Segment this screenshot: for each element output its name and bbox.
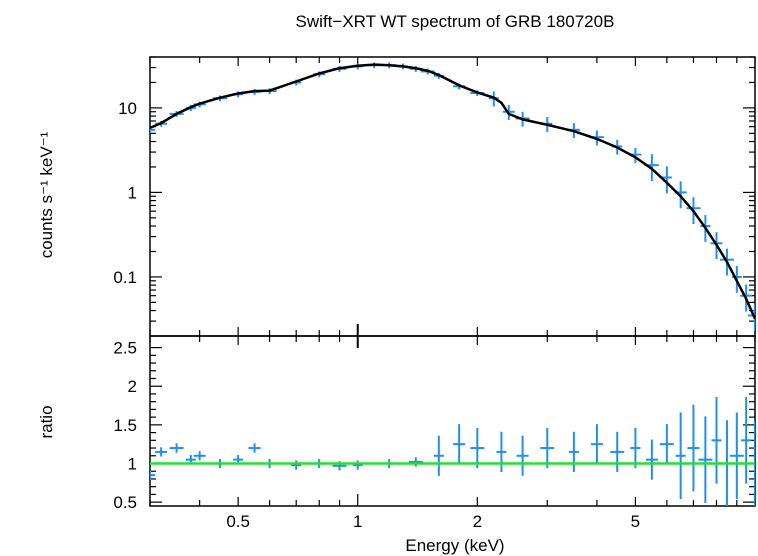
spectrum-data-point <box>661 166 672 194</box>
spectrum-y-tick-label: 1 <box>128 183 137 202</box>
ratio-data-point <box>729 412 744 500</box>
ratio-data-point <box>433 435 444 476</box>
ratio-data-point <box>453 424 466 465</box>
ratio-data-point <box>540 427 555 469</box>
ratio-data-point <box>193 451 206 461</box>
x-tick-label: 2 <box>473 512 482 531</box>
ratio-data-point <box>150 470 155 480</box>
spectrum-frame <box>149 56 756 337</box>
ratio-data-point <box>610 431 625 472</box>
ratio-data-point <box>645 439 658 480</box>
y-axis-label-spectrum: counts s⁻¹ keV⁻¹ <box>37 131 56 258</box>
ratio-panel: 0.5 1 2 5 0.5 1 1.5 2 2.5 <box>113 335 756 531</box>
x-tick-label: 1 <box>353 512 362 531</box>
ratio-data-series <box>150 397 755 506</box>
ratio-y-tick-label: 1 <box>128 455 137 474</box>
spectrum-y-tick-label: 10 <box>118 99 137 118</box>
ratio-y-tick-label: 2 <box>128 377 137 396</box>
ratio-data-point <box>516 435 529 476</box>
y-axis-label-ratio: ratio <box>37 405 56 438</box>
ratio-frame <box>149 335 756 507</box>
ratio-y-tick-label: 1.5 <box>113 416 137 435</box>
ratio-data-point <box>741 397 752 484</box>
ratio-data-point <box>568 431 579 472</box>
x-tick-label: 5 <box>631 512 640 531</box>
ratio-data-point <box>169 443 184 453</box>
spectrum-model-group <box>150 63 755 320</box>
ratio-data-point <box>496 431 507 472</box>
ratio-data-point <box>155 447 168 457</box>
spectrum-data-series <box>150 62 755 332</box>
ratio-data-point <box>659 424 674 465</box>
ratio-data-point <box>248 443 261 453</box>
ratio-data-point <box>675 412 686 500</box>
ratio-data-point <box>698 416 713 503</box>
ratio-data-point <box>291 460 302 470</box>
ratio-data-point <box>408 457 423 467</box>
spectrum-panel: 0.1 1 10 <box>113 56 756 348</box>
ratio-y-tick-label: 0.5 <box>113 493 137 512</box>
ratio-data-point <box>352 460 363 470</box>
x-axis-label: Energy (keV) <box>405 536 504 555</box>
chart-title: Swift−XRT WT spectrum of GRB 180720B <box>296 12 615 31</box>
ratio-data-point <box>687 404 700 492</box>
spectrum-model-line <box>150 63 755 320</box>
ratio-data-point <box>630 427 641 469</box>
spectrum-data-point <box>150 127 155 133</box>
x-tick-label: 0.5 <box>226 512 250 531</box>
ratio-data-point <box>711 397 722 484</box>
ratio-data-point <box>590 424 603 465</box>
spectrum-data-point <box>748 304 755 332</box>
spectrum-y-tick-label: 0.1 <box>113 268 137 287</box>
ratio-y-tick-label: 2.5 <box>113 339 137 358</box>
ratio-data-point <box>470 427 485 469</box>
